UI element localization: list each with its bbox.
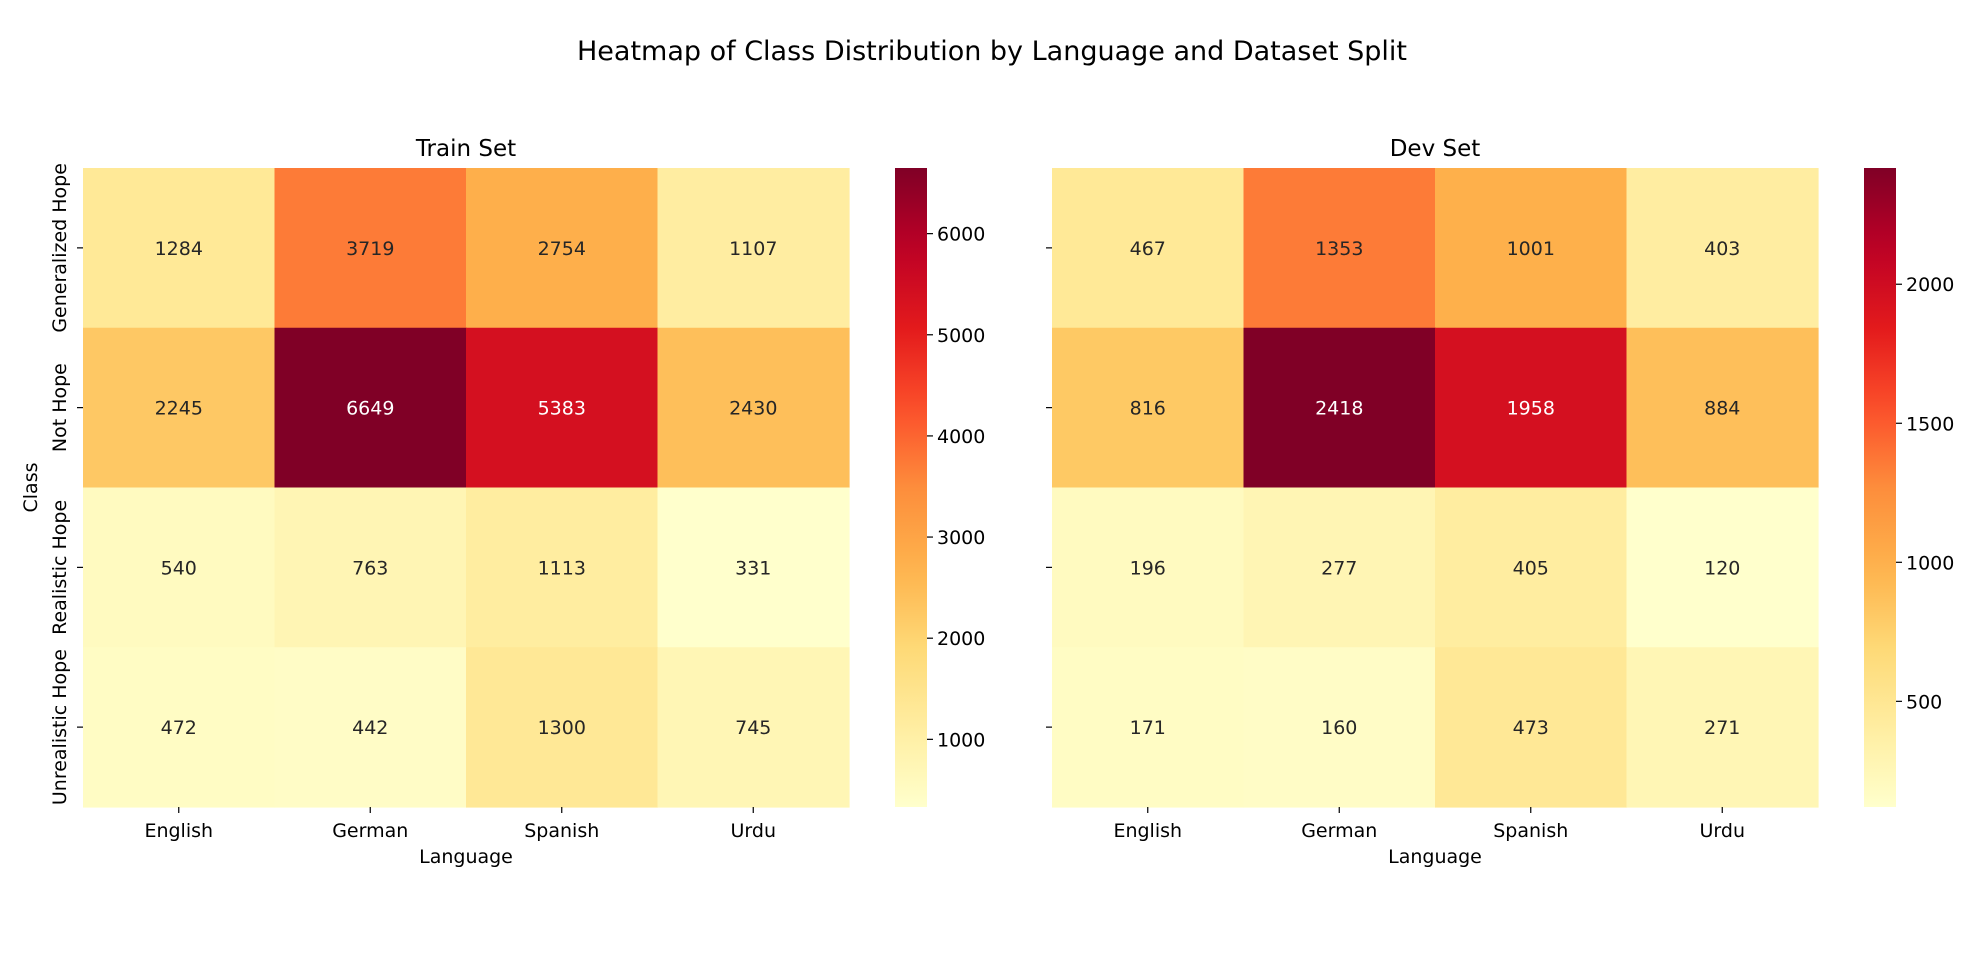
colorbar-tick-label: 4000 [937, 426, 985, 448]
colorbar-tick-label: 500 [1906, 691, 1942, 713]
heatmap-cell [1243, 327, 1436, 489]
heatmap-cell [1052, 168, 1245, 329]
colorbar-tick-label: 5000 [937, 325, 985, 347]
cell-value-label: 196 [1130, 557, 1166, 579]
y-tick-label: Realistic Hope [49, 500, 71, 635]
x-tick-label: Spanish [1493, 820, 1568, 842]
colorbar [1864, 168, 1896, 807]
panel-title: Dev Set [1390, 136, 1481, 162]
y-tick-label: Unrealistic Hope [49, 649, 71, 805]
y-tick-label: Not Hope [49, 363, 71, 452]
heatmap-cell [274, 327, 467, 489]
cell-value-label: 3719 [346, 238, 394, 260]
heatmap-cell [466, 647, 659, 808]
figure-title: Heatmap of Class Distribution by Languag… [577, 36, 1407, 67]
cell-value-label: 2754 [538, 238, 586, 260]
heatmap-cell [1052, 487, 1245, 648]
cell-value-label: 2418 [1315, 398, 1363, 420]
heatmap-cell [1243, 487, 1436, 648]
x-tick-label: Urdu [1700, 820, 1746, 842]
heatmap-cell [657, 327, 850, 489]
cell-value-label: 160 [1321, 717, 1357, 739]
cell-value-label: 745 [735, 717, 771, 739]
cell-value-label: 467 [1130, 238, 1166, 260]
heatmap-cell [1435, 487, 1628, 648]
heatmap-cell [1435, 168, 1628, 329]
cell-value-label: 405 [1513, 557, 1549, 579]
heatmap-cell [83, 647, 276, 808]
cell-value-label: 473 [1513, 717, 1549, 739]
heatmap-cell [657, 168, 850, 329]
cell-value-label: 2245 [155, 398, 203, 420]
x-tick-label: German [332, 820, 408, 842]
cell-value-label: 816 [1130, 398, 1166, 420]
heatmap-panel-2: Dev Set 467 1353 1001 403 816 2418 1958 884 196 27… [1046, 136, 1954, 868]
heatmap-cell [83, 487, 276, 648]
heatmap-cell [274, 647, 467, 808]
colorbar-tick-label: 1000 [1906, 552, 1954, 574]
colorbar-tick-label: 1500 [1906, 413, 1954, 435]
cell-value-label: 1958 [1507, 398, 1555, 420]
panel-title: Train Set [415, 136, 516, 162]
cell-value-label: 271 [1704, 717, 1740, 739]
cell-value-label: 2430 [729, 398, 777, 420]
cell-value-label: 1284 [155, 238, 203, 260]
cell-value-label: 472 [161, 717, 197, 739]
x-tick-label: English [1113, 820, 1182, 842]
x-tick-label: German [1301, 820, 1377, 842]
heatmap-cell [1626, 168, 1819, 329]
heatmap-cell [1052, 647, 1245, 808]
x-tick-label: Urdu [731, 820, 777, 842]
x-axis-label: Language [419, 846, 513, 868]
cell-value-label: 1107 [729, 238, 777, 260]
cell-value-label: 1300 [538, 717, 586, 739]
cell-value-label: 1353 [1315, 238, 1363, 260]
cell-value-label: 277 [1321, 557, 1357, 579]
cell-value-label: 763 [352, 557, 388, 579]
cell-value-label: 6649 [346, 398, 394, 420]
heatmap-cell [1626, 487, 1819, 648]
heatmap-cell [466, 327, 659, 489]
colorbar-tick-label: 3000 [937, 527, 985, 549]
heatmap-cell [466, 168, 659, 329]
cell-value-label: 1001 [1507, 238, 1555, 260]
colorbar-tick-label: 1000 [937, 729, 985, 751]
heatmap-panel-1: Train Set 1284 3719 2754 1107 2245 6649 5383 243… [20, 136, 985, 868]
x-axis-label: Language [1388, 846, 1482, 868]
colorbar [895, 168, 927, 807]
heatmap-cell [1435, 647, 1628, 808]
heatmap-cell [1626, 647, 1819, 808]
x-tick-label: Spanish [524, 820, 599, 842]
heatmap-cell [1243, 168, 1436, 329]
y-axis-label: Class [20, 463, 42, 513]
cell-value-label: 331 [735, 557, 771, 579]
heatmap-cell [1243, 647, 1436, 808]
heatmap-cell [83, 168, 276, 329]
cell-value-label: 5383 [538, 398, 586, 420]
heatmap-cell [657, 647, 850, 808]
heatmap-cell [1435, 327, 1628, 489]
heatmap-cell [1052, 327, 1245, 489]
heatmap-cell [83, 327, 276, 489]
cell-value-label: 540 [161, 557, 197, 579]
x-tick-label: English [144, 820, 213, 842]
heatmap-cell [1626, 327, 1819, 489]
cell-value-label: 120 [1704, 557, 1740, 579]
heatmap-cell [466, 487, 659, 648]
cell-value-label: 884 [1704, 398, 1740, 420]
colorbar-tick-label: 2000 [1906, 274, 1954, 296]
heatmap-cell [657, 487, 850, 648]
colorbar-tick-label: 6000 [937, 224, 985, 246]
cell-value-label: 442 [352, 717, 388, 739]
heatmap-cell [274, 487, 467, 648]
cell-value-label: 1113 [538, 557, 586, 579]
colorbar-tick-label: 2000 [937, 628, 985, 650]
cell-value-label: 403 [1704, 238, 1740, 260]
y-tick-label: Generalized Hope [49, 163, 71, 333]
heatmap-cell [274, 168, 467, 329]
cell-value-label: 171 [1130, 717, 1166, 739]
